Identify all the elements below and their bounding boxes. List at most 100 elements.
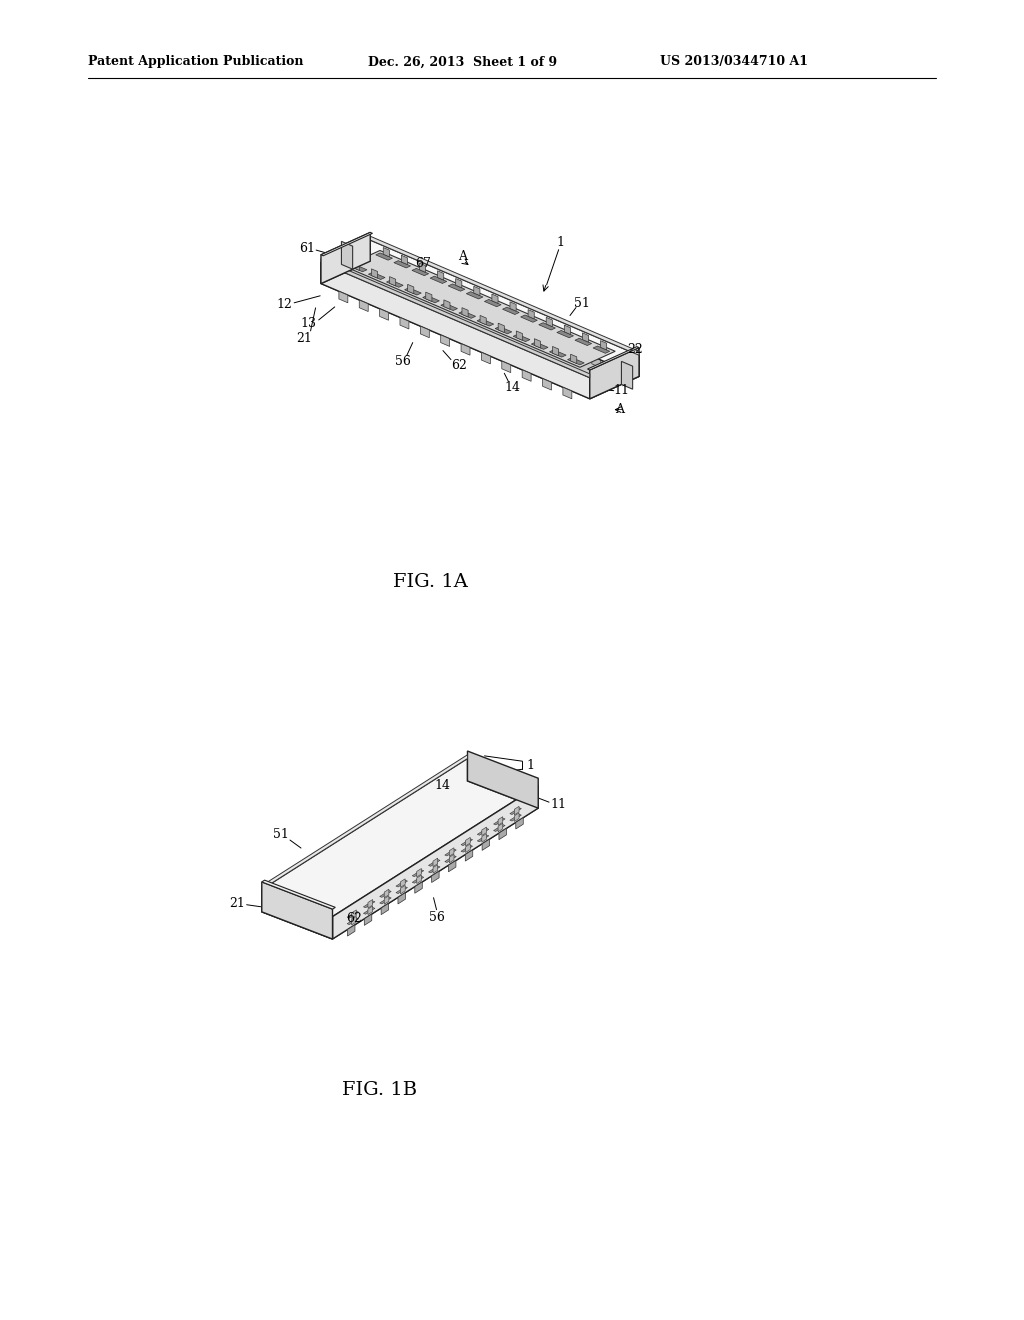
Polygon shape [396, 880, 408, 887]
Text: 11: 11 [613, 384, 630, 397]
Polygon shape [359, 300, 369, 312]
Polygon shape [494, 825, 505, 832]
Polygon shape [339, 292, 348, 302]
Polygon shape [466, 292, 483, 298]
Text: 14: 14 [504, 380, 520, 393]
Polygon shape [592, 356, 601, 368]
Polygon shape [466, 843, 470, 853]
Polygon shape [417, 869, 422, 876]
Polygon shape [550, 350, 566, 358]
Polygon shape [440, 335, 450, 346]
Polygon shape [489, 313, 499, 323]
Polygon shape [381, 903, 389, 915]
Polygon shape [386, 280, 403, 288]
Polygon shape [481, 352, 490, 364]
Text: 22: 22 [627, 343, 642, 356]
Polygon shape [394, 260, 411, 268]
Polygon shape [420, 263, 426, 272]
Text: 13: 13 [301, 317, 316, 330]
Polygon shape [378, 833, 385, 845]
Polygon shape [432, 871, 439, 883]
Polygon shape [574, 338, 592, 346]
Polygon shape [262, 890, 333, 939]
Polygon shape [461, 343, 470, 355]
Polygon shape [590, 347, 639, 399]
Polygon shape [466, 837, 470, 846]
Polygon shape [445, 791, 453, 801]
Text: 21: 21 [228, 898, 245, 911]
Polygon shape [510, 321, 519, 333]
Polygon shape [345, 251, 615, 367]
Polygon shape [347, 925, 355, 936]
Polygon shape [622, 362, 633, 389]
Polygon shape [413, 876, 424, 883]
Polygon shape [384, 896, 389, 904]
Polygon shape [494, 818, 505, 825]
Polygon shape [262, 880, 335, 909]
Polygon shape [380, 309, 388, 321]
Text: 61: 61 [299, 242, 315, 255]
Polygon shape [530, 330, 540, 342]
Polygon shape [468, 751, 539, 808]
Polygon shape [360, 843, 369, 855]
Polygon shape [364, 902, 375, 908]
Polygon shape [344, 855, 351, 866]
Polygon shape [557, 330, 573, 338]
Polygon shape [401, 255, 408, 264]
Polygon shape [417, 875, 422, 883]
Polygon shape [593, 346, 609, 354]
Polygon shape [371, 240, 639, 376]
Polygon shape [462, 308, 468, 317]
Polygon shape [531, 342, 548, 350]
Polygon shape [368, 899, 373, 908]
Polygon shape [428, 859, 440, 866]
Polygon shape [396, 887, 408, 894]
Polygon shape [583, 333, 589, 342]
Polygon shape [262, 759, 539, 916]
Polygon shape [383, 247, 389, 257]
Polygon shape [347, 911, 358, 917]
Polygon shape [520, 315, 538, 322]
Polygon shape [262, 755, 468, 890]
Text: US 2013/0344710 A1: US 2013/0344710 A1 [660, 55, 808, 69]
Text: 56: 56 [395, 355, 411, 368]
Polygon shape [477, 836, 488, 842]
Polygon shape [612, 364, 622, 376]
Polygon shape [294, 887, 301, 898]
Polygon shape [328, 866, 335, 876]
Text: 11: 11 [550, 797, 566, 810]
Polygon shape [351, 909, 356, 919]
Polygon shape [482, 840, 489, 850]
Polygon shape [474, 286, 480, 296]
Polygon shape [499, 829, 507, 840]
Polygon shape [429, 286, 438, 298]
Polygon shape [564, 325, 570, 334]
Polygon shape [543, 379, 552, 391]
Polygon shape [368, 906, 373, 915]
Polygon shape [420, 326, 429, 338]
Polygon shape [510, 814, 521, 821]
Polygon shape [321, 232, 373, 256]
Polygon shape [276, 898, 285, 909]
Polygon shape [333, 785, 539, 939]
Polygon shape [400, 879, 406, 887]
Polygon shape [389, 277, 395, 286]
Text: 62: 62 [346, 912, 361, 925]
Polygon shape [423, 296, 439, 302]
Polygon shape [371, 236, 639, 355]
Polygon shape [570, 354, 577, 363]
Polygon shape [440, 304, 458, 310]
Polygon shape [380, 891, 391, 898]
Polygon shape [514, 807, 519, 814]
Polygon shape [350, 264, 367, 272]
Polygon shape [310, 876, 317, 887]
Polygon shape [461, 845, 472, 853]
Polygon shape [449, 861, 456, 871]
Polygon shape [428, 866, 440, 873]
Polygon shape [347, 917, 358, 924]
Polygon shape [510, 808, 521, 814]
Polygon shape [516, 817, 523, 829]
Polygon shape [321, 263, 590, 399]
Polygon shape [563, 387, 571, 399]
Polygon shape [444, 849, 457, 855]
